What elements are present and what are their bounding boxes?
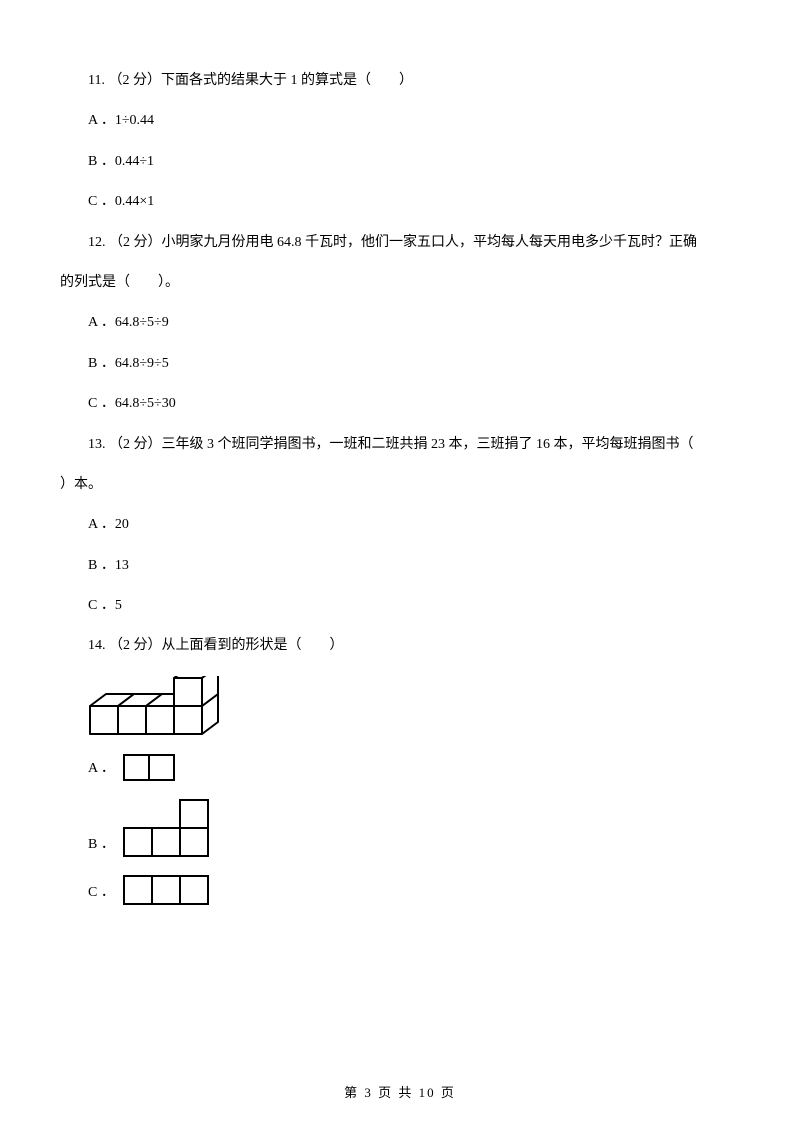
q13-text-cont: ）本。 [60, 474, 740, 496]
q14-text: 14. （2 分）从上面看到的形状是（ ） [60, 635, 740, 657]
q14-option-a-label: A ． [88, 758, 115, 780]
q14-option-c: C ． [60, 875, 740, 905]
q12-option-b: B ．64.8÷9÷5 [60, 353, 740, 375]
q12-text-cont: 的列式是（ ）。 [60, 272, 740, 294]
q11-option-b: B ．0.44÷1 [60, 151, 740, 173]
q11-option-c: C ．0.44×1 [60, 191, 740, 213]
q14-option-c-label: C ． [88, 882, 115, 904]
q12-option-c: C ．64.8÷5÷30 [60, 393, 740, 415]
q13-text: 13. （2 分）三年级 3 个班同学捐图书，一班和二班共捐 23 本，三班捐了… [60, 434, 740, 456]
q12-option-a: A ．64.8÷5÷9 [60, 312, 740, 334]
q14-cube-figure [88, 676, 740, 736]
q14-option-a-figure [123, 754, 175, 781]
q13-option-c: C ．5 [60, 595, 740, 617]
q11-text: 11. （2 分）下面各式的结果大于 1 的算式是（ ） [60, 70, 740, 92]
q14-option-b-figure [123, 799, 209, 857]
page-footer: 第 3 页 共 10 页 [0, 1083, 800, 1104]
q14-option-a: A ． [60, 754, 740, 781]
q14-option-b: B ． [60, 799, 740, 857]
q11-option-a: A ．1÷0.44 [60, 110, 740, 132]
q13-option-a: A ．20 [60, 514, 740, 536]
q13-option-b: B ．13 [60, 555, 740, 577]
q12-text: 12. （2 分）小明家九月份用电 64.8 千瓦时，他们一家五口人，平均每人每… [60, 232, 740, 254]
q14-option-b-label: B ． [88, 834, 115, 856]
q14-option-c-figure [123, 875, 209, 905]
